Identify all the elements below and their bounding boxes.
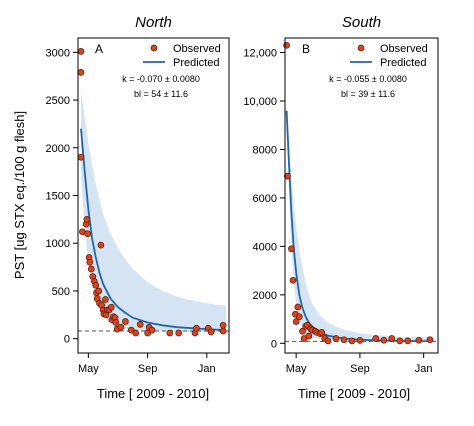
y-tick-label: 0 xyxy=(271,338,277,350)
observed-point xyxy=(102,296,109,303)
x-axis-label-south: Time [ 2009 - 2010] xyxy=(298,386,410,401)
y-tick-label: 0 xyxy=(64,334,70,346)
observed-point xyxy=(340,336,348,344)
x-tick-label: Jan xyxy=(198,363,216,375)
observed-point xyxy=(95,287,103,295)
y-tick-label: 2000 xyxy=(253,290,277,302)
observed-point xyxy=(284,172,291,180)
observed-point xyxy=(207,328,215,336)
observed-point xyxy=(380,336,388,344)
bl-annotation: bl = 39 ± 11.6 xyxy=(341,89,395,99)
y-tick-label: 6000 xyxy=(253,193,277,205)
observed-point xyxy=(396,337,404,345)
observed-point xyxy=(415,336,423,344)
observed-point xyxy=(77,69,85,76)
observed-point xyxy=(305,332,313,340)
panel-label: A xyxy=(95,42,103,56)
observed-point xyxy=(97,241,105,249)
k-annotation: k = -0.055 ± 0.0080 xyxy=(329,74,407,84)
observed-point xyxy=(77,153,85,161)
x-tick-label: May xyxy=(286,363,307,375)
observed-point xyxy=(193,324,200,332)
bl-annotation: bl = 54 ± 11.6 xyxy=(134,89,188,99)
observed-point xyxy=(166,329,174,337)
observed-point xyxy=(87,265,95,273)
observed-point xyxy=(112,319,120,326)
panel-title: North xyxy=(135,14,172,31)
observed-point xyxy=(356,337,364,344)
observed-point xyxy=(294,303,302,311)
observed-point xyxy=(84,230,91,238)
legend-observed-label: Observed xyxy=(173,43,221,55)
observed-point xyxy=(289,276,297,284)
observed-point xyxy=(148,326,156,334)
x-tick-label: Sep xyxy=(138,363,158,375)
y-tick-label: 1000 xyxy=(46,238,70,250)
observed-point xyxy=(292,318,300,325)
panel-title: South xyxy=(342,14,381,31)
observed-point xyxy=(426,336,434,344)
y-tick-label: 8000 xyxy=(253,144,277,156)
legend-observed-marker xyxy=(357,44,365,52)
y-tick-label: 500 xyxy=(52,286,70,298)
y-tick-label: 2000 xyxy=(46,143,70,155)
y-tick-label: 2500 xyxy=(46,95,70,107)
confidence-band xyxy=(286,108,434,342)
observed-point xyxy=(318,329,326,336)
observed-point xyxy=(332,335,340,342)
legend-observed-label: Observed xyxy=(380,43,428,55)
panel-north: North 0 500 1000 1500 2000 2500 3000 May Sep Jan A O… xyxy=(46,14,230,375)
legend-observed-marker xyxy=(150,44,158,52)
observed-point xyxy=(122,318,129,325)
observed-point xyxy=(132,329,140,337)
confidence-band xyxy=(80,90,227,333)
y-axis-label: PST [ug STX eq./100 g flesh] xyxy=(12,111,27,279)
plot-frame xyxy=(284,37,439,354)
x-tick-label: May xyxy=(78,363,99,375)
k-annotation: k = -0.070 ± 0.0080 xyxy=(122,74,200,84)
observed-point xyxy=(83,216,91,223)
x-axis-label-north: Time [ 2009 - 2010] xyxy=(97,386,209,401)
observed-point xyxy=(348,337,356,345)
observed-point xyxy=(77,48,85,55)
legend-predicted-label: Predicted xyxy=(173,57,219,69)
y-tick-label: 10,000 xyxy=(243,96,277,108)
y-tick-label: 12,000 xyxy=(243,48,277,60)
observed-point xyxy=(92,281,100,289)
panel-label: B xyxy=(302,42,310,56)
observed-point xyxy=(175,329,183,337)
observed-point xyxy=(404,337,412,345)
y-tick-label: 4000 xyxy=(253,241,277,253)
observed-point xyxy=(288,245,295,253)
y-tick-label: 3000 xyxy=(46,47,70,59)
x-tick-label: Sep xyxy=(350,363,370,375)
observed-point xyxy=(219,327,227,335)
observed-point xyxy=(324,337,332,345)
panel-south: South 0 2000 4000 6000 8000 10,000 12,000 May Sep… xyxy=(243,14,439,375)
y-tick-label: 1500 xyxy=(46,191,70,203)
observed-point xyxy=(136,321,144,328)
observed-point xyxy=(388,335,396,342)
observed-point xyxy=(86,258,94,266)
observed-point xyxy=(299,327,306,335)
observed-point xyxy=(219,321,227,329)
x-tick-label: Jan xyxy=(415,363,433,375)
observed-point xyxy=(295,313,303,321)
legend-predicted-label: Predicted xyxy=(380,57,426,69)
observed-point xyxy=(372,335,380,342)
observed-point xyxy=(117,323,125,331)
observed-point xyxy=(107,303,115,311)
